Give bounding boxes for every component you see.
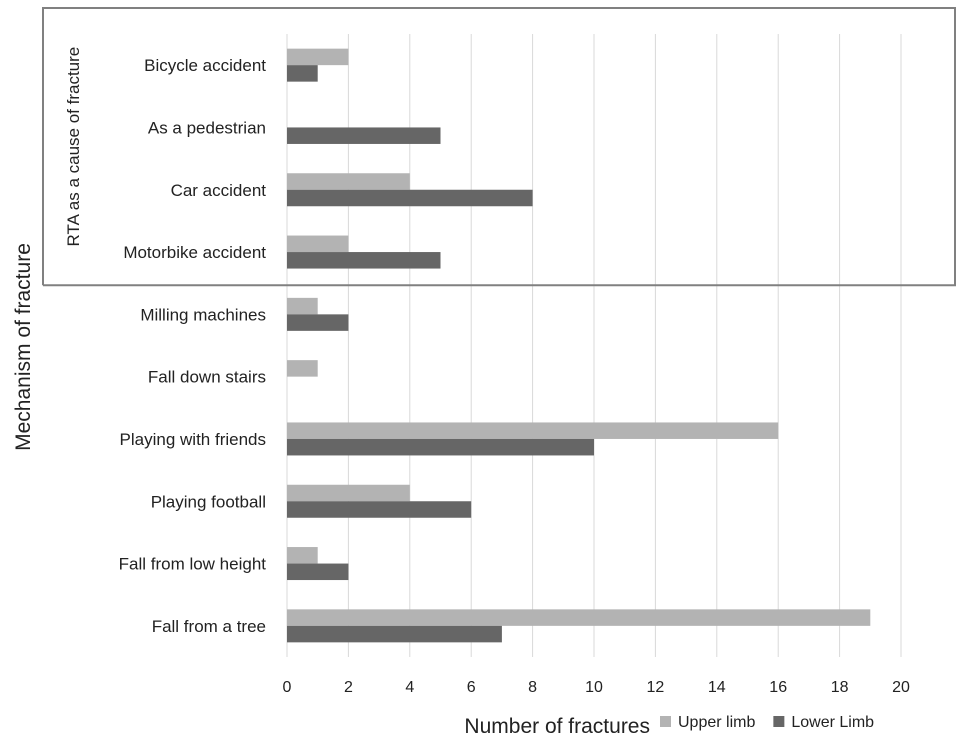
category-label: Bicycle accident bbox=[144, 56, 266, 75]
category-label: Fall from low height bbox=[119, 555, 267, 574]
x-tick-label: 10 bbox=[585, 679, 603, 696]
category-label: Milling machines bbox=[140, 305, 266, 324]
legend-swatch bbox=[660, 716, 671, 727]
x-axis-title: Number of fractures bbox=[464, 715, 650, 738]
y-axis-title: Mechanism of fracture bbox=[12, 243, 35, 451]
bar-upper-limb bbox=[287, 360, 318, 377]
bar-upper-limb bbox=[287, 547, 318, 564]
category-label: Playing football bbox=[151, 492, 266, 511]
category-labels: Bicycle accident As a pedestrian Car accid… bbox=[119, 56, 267, 636]
x-tick-label: 0 bbox=[283, 679, 292, 696]
rta-group-label: RTA as a cause of fracture bbox=[64, 47, 83, 247]
bar-upper-limb bbox=[287, 297, 318, 315]
x-tick-label: 2 bbox=[344, 679, 353, 696]
bar-lower-limb bbox=[287, 625, 502, 643]
category-label: Car accident bbox=[171, 181, 267, 200]
bar-upper-limb bbox=[287, 235, 349, 253]
category-label: Motorbike accident bbox=[123, 243, 266, 262]
category-label: As a pedestrian bbox=[148, 118, 266, 137]
category-label: Fall down stairs bbox=[148, 368, 266, 387]
bar-lower-limb bbox=[287, 314, 349, 331]
bar-lower-limb bbox=[287, 252, 441, 269]
bar-lower-limb bbox=[287, 189, 533, 207]
bar-lower-limb bbox=[287, 501, 472, 518]
x-tick-label: 14 bbox=[708, 679, 726, 696]
category-label: Fall from a tree bbox=[152, 617, 266, 636]
bar-upper-limb bbox=[287, 48, 349, 66]
x-tick-label: 8 bbox=[528, 679, 537, 696]
legend-label: Upper limb bbox=[678, 714, 755, 731]
x-tick-label: 18 bbox=[831, 679, 849, 696]
bars bbox=[287, 48, 871, 643]
bar-upper-limb bbox=[287, 422, 779, 439]
legend-label: Lower Limb bbox=[791, 714, 874, 731]
category-label: Playing with friends bbox=[120, 430, 266, 449]
legend: Upper limb Lower Limb bbox=[660, 714, 874, 731]
legend-swatch bbox=[773, 716, 785, 727]
x-tick-label: 20 bbox=[892, 679, 910, 696]
bar-upper-limb bbox=[287, 484, 410, 502]
bar-lower-limb bbox=[287, 127, 441, 144]
bar-lower-limb bbox=[287, 438, 594, 456]
x-tick-label: 6 bbox=[467, 679, 476, 696]
bar-lower-limb bbox=[287, 563, 349, 581]
bar-upper-limb bbox=[287, 609, 871, 626]
bar-upper-limb bbox=[287, 173, 410, 190]
x-tick-label: 12 bbox=[647, 679, 665, 696]
x-tick-label: 16 bbox=[769, 679, 787, 696]
x-tick-labels: 0 2 4 6 8 10 12 14 16 18 20 bbox=[283, 679, 910, 696]
x-tick-label: 4 bbox=[405, 679, 414, 696]
rta-group-box bbox=[42, 7, 956, 287]
bar-lower-limb bbox=[287, 65, 318, 82]
